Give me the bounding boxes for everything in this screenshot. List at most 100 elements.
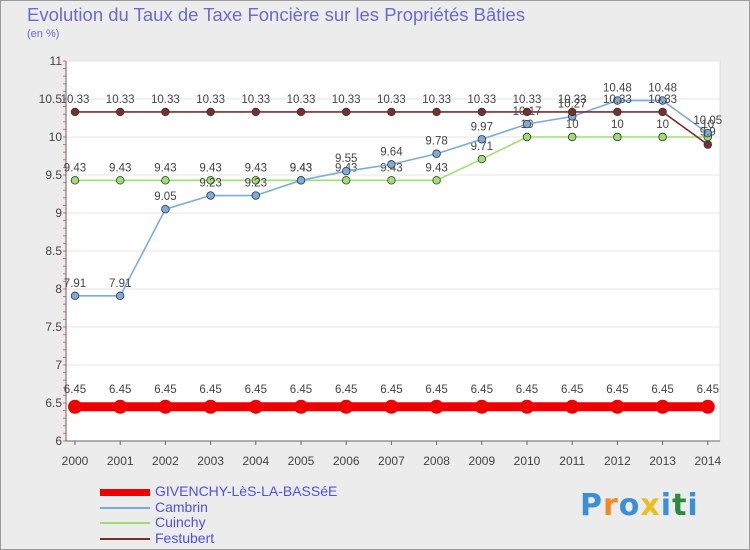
data-label: 9.55 (335, 153, 357, 165)
data-point (161, 176, 170, 185)
data-point (115, 107, 125, 117)
data-label: 9.23 (245, 178, 267, 190)
data-point (115, 176, 125, 185)
data-label: 10.33 (422, 94, 451, 106)
x-tick-label: 2002 (152, 454, 179, 468)
data-point (565, 399, 580, 414)
data-point (161, 204, 170, 214)
data-point (70, 291, 80, 301)
data-point (296, 107, 306, 117)
data-label: 6.45 (651, 384, 673, 396)
y-tick-label: 6 (55, 434, 62, 448)
data-point (703, 128, 712, 138)
data-label: 10.33 (513, 94, 542, 106)
data-label: 10 (611, 119, 624, 131)
data-point (432, 107, 441, 117)
data-point (206, 176, 215, 185)
data-label: 10.48 (603, 83, 632, 95)
data-point (115, 291, 125, 301)
data-point (429, 399, 444, 414)
y-tick-label: 9.5 (45, 168, 62, 182)
data-label: 6.45 (697, 384, 719, 396)
y-tick-label: 7.5 (45, 320, 62, 334)
data-point (700, 399, 715, 414)
logo-letter: r (603, 488, 619, 523)
data-point (342, 166, 351, 176)
x-tick-label: 2001 (107, 454, 134, 468)
data-point (474, 399, 489, 414)
data-point (477, 107, 486, 117)
data-label: 10.33 (151, 94, 180, 106)
data-label: 10.33 (106, 94, 135, 106)
data-label: 6.45 (425, 384, 447, 396)
data-point (613, 107, 622, 117)
data-point (432, 176, 441, 185)
x-tick-label: 2005 (288, 454, 315, 468)
data-label: 10 (656, 119, 669, 131)
data-label: 10.48 (648, 83, 677, 95)
data-point (342, 107, 351, 117)
x-tick-label: 2000 (62, 454, 89, 468)
data-label: 9.43 (290, 162, 312, 174)
data-point (613, 96, 622, 105)
data-point (251, 191, 260, 200)
legend-label: Cuinchy (155, 514, 206, 530)
logo-letter: i (660, 488, 673, 523)
y-tick-label: 8 (55, 282, 62, 296)
data-point (522, 107, 532, 117)
data-label: 7.91 (64, 278, 86, 290)
x-tick-label: 2014 (694, 454, 721, 468)
y-tick-label: 11 (50, 54, 63, 68)
data-label: 10.05 (693, 115, 722, 127)
data-point (70, 176, 80, 185)
x-tick-label: 2008 (423, 454, 450, 468)
data-label: 9.43 (154, 162, 176, 174)
data-label: 6.45 (335, 384, 357, 396)
x-tick-label: 2010 (514, 454, 541, 468)
data-label: 10.33 (196, 94, 225, 106)
y-tick-label: 8.5 (45, 244, 62, 258)
y-tick-label: 10 (49, 130, 63, 144)
data-label: 10.27 (558, 98, 587, 110)
data-label: 9.43 (109, 162, 131, 174)
data-point (339, 399, 354, 414)
data-label: 9.43 (64, 162, 86, 174)
data-point (161, 107, 170, 117)
data-label: 9.05 (154, 191, 176, 203)
data-label: 10.33 (287, 94, 316, 106)
data-label: 9.43 (245, 162, 267, 174)
chart-title: Evolution du Taux de Taxe Foncière sur l… (27, 4, 526, 25)
data-point (432, 149, 441, 158)
legend-swatch (100, 506, 150, 509)
data-point (251, 176, 260, 185)
x-tick-label: 2012 (604, 454, 631, 468)
data-label: 9.43 (290, 162, 312, 174)
data-point (568, 107, 577, 117)
logo-letter: x (640, 488, 661, 523)
legend-label: Festubert (155, 529, 215, 546)
data-label: 10.33 (241, 94, 270, 106)
legend-swatch (100, 489, 150, 496)
data-point (568, 132, 577, 142)
data-label: 10 (701, 119, 714, 131)
data-point (206, 107, 215, 117)
data-point (384, 399, 399, 414)
data-label: 6.45 (154, 384, 176, 396)
x-tick-label: 2011 (559, 454, 585, 468)
data-label: 6.45 (561, 384, 583, 396)
y-axis-unit: (en %) (27, 28, 60, 40)
data-label: 9.97 (471, 121, 493, 133)
data-point (477, 135, 486, 144)
data-label: 9.43 (425, 162, 447, 174)
y-tick-label: 7 (55, 358, 62, 372)
x-tick-label: 2006 (333, 454, 360, 468)
x-tick-label: 2003 (197, 454, 224, 468)
data-label: 6.45 (380, 384, 402, 396)
data-point (703, 140, 712, 149)
data-label: 10.33 (332, 94, 361, 106)
proxiti-logo: Proxiti (580, 488, 699, 523)
data-point (387, 176, 396, 185)
data-point (251, 107, 260, 117)
logo-letter: o (618, 488, 641, 523)
